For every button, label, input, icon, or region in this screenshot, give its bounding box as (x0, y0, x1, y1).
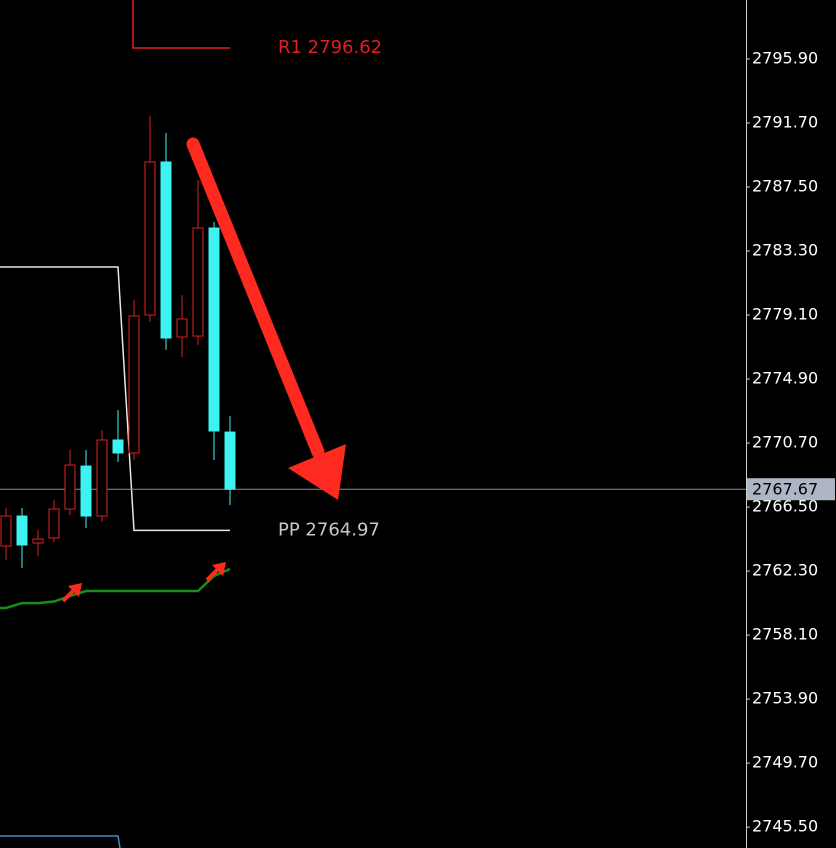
annotation-arrows (61, 137, 346, 603)
y-tick-label: 2770.70 (752, 433, 818, 452)
small-arrow-shaft (205, 567, 220, 582)
trend-arrow-head (288, 444, 346, 500)
small-arrow-shaft (61, 588, 76, 603)
current-price-box (747, 478, 835, 501)
level-label: PP 2764.97 (278, 519, 380, 540)
small-arrow-head (68, 583, 82, 597)
trend-arrow-shaft (186, 137, 325, 459)
candle-body (160, 161, 172, 339)
small-arrow (61, 583, 82, 603)
y-tick-label: 2791.70 (752, 112, 818, 131)
small-arrow (205, 562, 226, 582)
y-tick-label: 2774.90 (752, 369, 818, 388)
candle-body (64, 464, 76, 510)
pivot-line (0, 266, 230, 532)
current-price-label: 2767.67 (752, 480, 818, 499)
support-line (0, 835, 121, 848)
level-label: R1 2796.62 (278, 37, 382, 58)
price-axis: 2745.50 2749.70 2753.90 2758.10 2762.30 2766.… (746, 0, 835, 836)
y-tick-label: 2749.70 (752, 753, 818, 772)
candle-body (16, 515, 28, 546)
y-tick-label: 2745.50 (752, 817, 818, 836)
small-arrow-head (212, 562, 226, 576)
candle-body (96, 439, 108, 517)
candle-body (224, 431, 236, 490)
y-tick-label: 2766.50 (752, 497, 818, 516)
candle-body (128, 315, 140, 454)
candle-body (0, 515, 12, 547)
moving-average (0, 567, 231, 610)
y-tick-label: 2787.50 (752, 177, 818, 196)
y-tick-label: 2762.30 (752, 561, 818, 580)
candle-body (176, 318, 188, 338)
candle-body (48, 508, 60, 539)
candle-body (112, 439, 124, 454)
candle-body (144, 161, 156, 316)
plot-area: R1 2796.62 PP 2764.97 (0, 0, 746, 848)
y-tick-label: 2758.10 (752, 625, 818, 644)
candle-body (32, 538, 44, 544)
level-line (132, 0, 230, 49)
y-tick-label: 2783.30 (752, 241, 818, 260)
y-tick-label: 2753.90 (752, 689, 818, 708)
y-tick-label: 2800.10 (752, 0, 818, 3)
y-tick-label: 2779.10 (752, 305, 818, 324)
candle-body (208, 227, 220, 432)
candle-body (80, 465, 92, 517)
candle-body (192, 227, 204, 337)
y-tick-label: 2795.90 (752, 48, 818, 67)
